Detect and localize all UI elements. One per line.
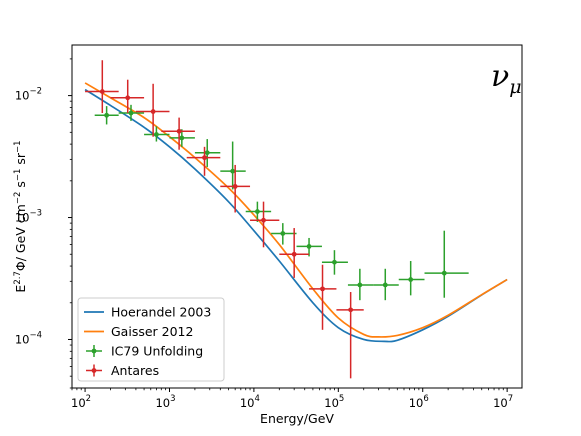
y-tick-exp: −4 — [29, 330, 42, 340]
y-axis-label-exp4: −1 — [13, 140, 23, 153]
x-tick-label: 107 — [493, 394, 513, 410]
x-tick-exp: 3 — [170, 394, 175, 404]
x-tick-label: 103 — [155, 394, 175, 410]
legend-label: IC79 Unfolding — [111, 344, 203, 359]
series-points-antares — [85, 60, 364, 379]
y-axis-label-sr: sr — [13, 152, 28, 168]
x-tick-base: 10 — [493, 396, 508, 410]
legend-label: Gaisser 2012 — [111, 324, 193, 339]
data-point — [306, 243, 312, 249]
plot-frame — [71, 44, 523, 389]
y-tick-base: 10 — [15, 211, 30, 225]
x-axis: 102 103 104 105 106 107 — [71, 388, 513, 410]
data-point — [230, 168, 236, 174]
data-point — [357, 282, 363, 288]
annotation-sub: μ — [509, 76, 521, 98]
data-point — [348, 307, 354, 313]
y-axis-label-exp: 2.7 — [13, 271, 23, 285]
data-point — [332, 259, 337, 265]
data-point — [176, 128, 182, 134]
x-tick-label: 106 — [409, 394, 429, 410]
x-axis-label: Energy/GeV — [260, 411, 334, 426]
legend-label: Hoerandel 2003 — [111, 305, 211, 320]
x-tick-label: 104 — [240, 394, 260, 410]
x-tick-base: 10 — [240, 396, 255, 410]
legend-item-antares: Antares — [86, 363, 159, 378]
x-tick-base: 10 — [71, 396, 86, 410]
series-points — [85, 60, 469, 379]
data-point — [291, 251, 297, 257]
data-point — [179, 135, 185, 141]
y-tick-base: 10 — [15, 332, 30, 346]
y-tick-exp: −2 — [29, 87, 42, 97]
y-tick-label: 10−4 — [15, 330, 42, 346]
x-tick-exp: 6 — [423, 394, 428, 404]
data-point — [261, 217, 266, 223]
data-point — [202, 155, 207, 161]
legend-item-ic79-unfolding: IC79 Unfolding — [86, 344, 203, 359]
data-point — [99, 89, 105, 94]
annotation-nu-mu: νμ — [491, 59, 522, 98]
x-tick-label: 105 — [324, 394, 344, 410]
legend-swatch-marker — [91, 348, 97, 354]
y-tick-base: 10 — [15, 89, 30, 103]
x-tick-label: 102 — [71, 394, 91, 410]
legend-swatch-marker — [91, 368, 97, 373]
legend-item-gaisser-2012: Gaisser 2012 — [84, 324, 193, 339]
data-point — [204, 150, 210, 156]
x-tick-base: 10 — [155, 396, 170, 410]
data-point — [320, 286, 325, 292]
y-axis-label: E2.7Φ/ GeV cm−2 s−1 sr−1 — [13, 140, 28, 292]
data-point — [150, 109, 156, 114]
legend-label: Antares — [111, 363, 159, 378]
y-axis-label-exp2: −2 — [13, 192, 23, 205]
legend: Hoerandel 2003 Gaisser 2012 IC79 Unfolding… — [77, 297, 225, 382]
y-axis-label-e: E — [13, 285, 28, 293]
y-axis: 10−410−310−2 — [15, 58, 72, 389]
data-point — [254, 209, 260, 214]
y-tick-label: 10−3 — [15, 209, 42, 225]
data-point — [382, 282, 388, 288]
y-axis-label-mid: Φ/ GeV cm — [13, 204, 28, 271]
data-point — [128, 110, 134, 116]
data-point — [408, 277, 414, 282]
x-tick-exp: 7 — [508, 394, 513, 404]
series-points-ic79-unfolding — [94, 104, 469, 301]
y-tick-label: 10−2 — [15, 87, 42, 103]
data-point — [125, 95, 131, 101]
x-tick-exp: 5 — [339, 394, 344, 404]
data-point — [280, 231, 286, 236]
annotation-main: ν — [491, 59, 509, 94]
legend-item-hoerandel-2003: Hoerandel 2003 — [84, 305, 211, 320]
y-axis-label-exp3: −1 — [13, 169, 23, 182]
legend-box — [77, 297, 225, 382]
data-point — [441, 270, 447, 276]
y-tick-exp: −3 — [29, 209, 42, 219]
data-point — [104, 112, 110, 118]
data-point — [154, 132, 159, 137]
data-point — [232, 184, 238, 189]
y-axis-label-s: s — [13, 181, 28, 192]
x-tick-exp: 2 — [86, 394, 91, 404]
series-line-hoerandel-2003 — [84, 88, 508, 343]
x-tick-base: 10 — [324, 396, 339, 410]
x-tick-base: 10 — [409, 396, 424, 410]
x-tick-exp: 4 — [255, 394, 260, 404]
